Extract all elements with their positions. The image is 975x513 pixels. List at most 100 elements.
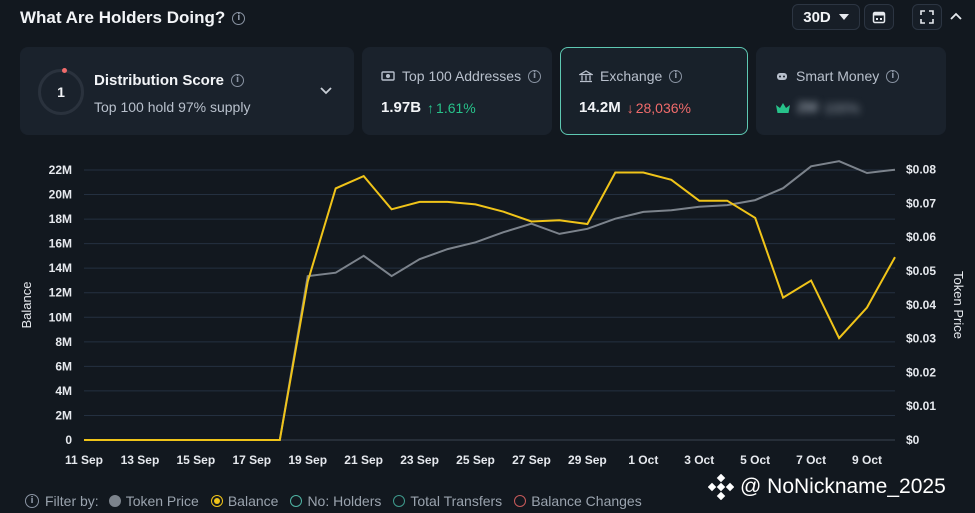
period-select[interactable]: 30D: [792, 4, 860, 30]
score-ring: 1: [38, 68, 84, 115]
legend-holders[interactable]: No: Holders: [290, 493, 381, 509]
y2-axis-label: Token Price: [951, 271, 966, 339]
bank-icon: [579, 69, 593, 82]
y-tick-label: 20M: [49, 188, 72, 202]
distribution-score-card[interactable]: 1 Distribution Score i Top 100 hold 97% …: [20, 47, 354, 135]
legend-balance-changes[interactable]: Balance Changes: [514, 493, 642, 509]
watermark-text: @ NoNickname_2025: [740, 475, 946, 498]
smart-money-value-row: 2M 100%: [775, 99, 860, 116]
legend-balance-changes-label: Balance Changes: [531, 493, 642, 509]
watermark: @ NoNickname_2025: [708, 474, 946, 500]
y2-tick-label: $0.07: [906, 196, 936, 210]
legend-total-transfers[interactable]: Total Transfers: [393, 493, 502, 509]
chevron-down-icon: [838, 14, 849, 20]
y-tick-label: 0: [65, 433, 72, 447]
y2-axis-ticks: $0 $0.01 $0.02 $0.03 $0.04 $0.05 $0.06 $0.07 $0.…: [906, 163, 936, 447]
x-tick-label: 5 Oct: [740, 453, 770, 467]
y-tick-label: 8M: [55, 335, 72, 349]
legend-total-transfers-label: Total Transfers: [410, 493, 503, 509]
y2-tick-label: $0.06: [906, 230, 936, 244]
x-tick-label: 13 Sep: [121, 453, 160, 467]
info-icon[interactable]: i: [886, 69, 900, 83]
exchange-card[interactable]: Exchange i 14.2M ↓ 28,036%: [560, 47, 748, 135]
info-icon[interactable]: i: [25, 494, 39, 508]
x-tick-label: 7 Oct: [796, 453, 826, 467]
y-tick-label: 18M: [49, 212, 72, 226]
y-tick-label: 10M: [49, 310, 72, 324]
legend-token-price-label: Token Price: [125, 493, 199, 509]
calendar-button[interactable]: [864, 4, 894, 30]
top100-value: 1.97B: [381, 99, 422, 116]
y2-tick-label: $0.05: [906, 264, 936, 278]
top100-card[interactable]: Top 100 Addresses i 1.97B ↑ 1.61%: [362, 47, 552, 135]
expand-icon: [920, 10, 934, 24]
y-axis-label: Balance: [19, 282, 34, 329]
info-icon[interactable]: i: [232, 11, 246, 25]
y-tick-label: 6M: [55, 359, 72, 373]
top100-value-row: 1.97B ↑ 1.61%: [381, 99, 476, 116]
x-tick-label: 17 Sep: [232, 453, 271, 467]
top100-label: Top 100 Addresses: [402, 68, 522, 84]
legend-dot-icon: [108, 495, 121, 507]
legend-balance-label: Balance: [227, 493, 279, 509]
robot-icon: [777, 73, 787, 80]
x-tick-label: 25 Sep: [456, 453, 495, 467]
x-tick-label: 9 Oct: [852, 453, 882, 467]
smart-money-label: Smart Money: [796, 68, 880, 84]
legend-holders-label: No: Holders: [307, 493, 382, 509]
exchange-change: 28,036%: [635, 99, 691, 116]
chevron-up-icon: [950, 12, 962, 20]
y2-tick-label: $0.03: [906, 332, 936, 346]
x-tick-label: 15 Sep: [177, 453, 216, 467]
money-icon: [381, 71, 395, 81]
arrow-down-icon: ↓: [626, 99, 634, 116]
arrow-up-icon: ↑: [427, 99, 435, 116]
chevron-down-icon[interactable]: [319, 86, 333, 96]
score-value: 1: [57, 84, 65, 100]
y-tick-label: 12M: [49, 286, 72, 300]
legend-balance[interactable]: Balance: [210, 493, 279, 509]
x-tick-label: 19 Sep: [288, 453, 327, 467]
legend-dot-icon: [210, 495, 223, 507]
y-tick-label: 2M: [55, 408, 72, 422]
x-tick-label: 1 Oct: [628, 453, 658, 467]
legend-dot-icon: [514, 495, 527, 507]
smart-money-card[interactable]: Smart Money i 2M 100%: [756, 47, 946, 135]
score-indicator: [62, 68, 67, 73]
y-tick-label: 14M: [49, 261, 72, 275]
page-title: What Are Holders Doing?: [20, 8, 226, 27]
top100-change: 1.61%: [436, 99, 476, 116]
x-tick-label: 23 Sep: [400, 453, 439, 467]
distribution-label: Distribution Score: [94, 72, 225, 89]
exchange-label: Exchange: [600, 68, 663, 84]
token-price-line: [84, 160, 896, 441]
binance-logo-icon: [708, 474, 734, 500]
x-tick-label: 27 Sep: [512, 453, 551, 467]
section-header: What Are Holders Doing? i: [20, 6, 246, 30]
legend-token-price[interactable]: Token Price: [108, 493, 199, 509]
y2-tick-label: $0.04: [906, 298, 936, 312]
distribution-title: Distribution Score i: [94, 72, 245, 89]
fullscreen-button[interactable]: [912, 4, 942, 30]
y-tick-label: 16M: [49, 237, 72, 251]
smart-money-change: 100%: [823, 99, 860, 116]
x-tick-label: 3 Oct: [684, 453, 714, 467]
legend-dot-icon: [393, 495, 406, 507]
legend: i Filter by: Token Price Balance No: Hol…: [25, 493, 654, 509]
period-value: 30D: [803, 8, 831, 26]
collapse-button[interactable]: [944, 4, 968, 30]
exchange-value: 14.2M: [579, 99, 621, 116]
exchange-title: Exchange i: [579, 68, 683, 84]
distribution-sub: Top 100 hold 97% supply: [94, 99, 251, 115]
smart-money-title: Smart Money i: [775, 68, 900, 84]
info-icon[interactable]: i: [528, 69, 542, 83]
exchange-value-row: 14.2M ↓ 28,036%: [579, 99, 691, 116]
y2-tick-label: $0: [906, 433, 920, 447]
info-icon[interactable]: i: [669, 69, 683, 83]
y-axis-ticks: 0 2M 4M 6M 8M 10M 12M 14M 16M 18M 20M 22M: [49, 163, 73, 447]
info-icon[interactable]: i: [231, 74, 245, 87]
x-axis-ticks: 11 Sep 13 Sep 15 Sep 17 Sep 19 Sep 21 Sep 23 S…: [65, 453, 882, 467]
crown-icon: [776, 102, 790, 113]
x-tick-label: 21 Sep: [344, 453, 383, 467]
